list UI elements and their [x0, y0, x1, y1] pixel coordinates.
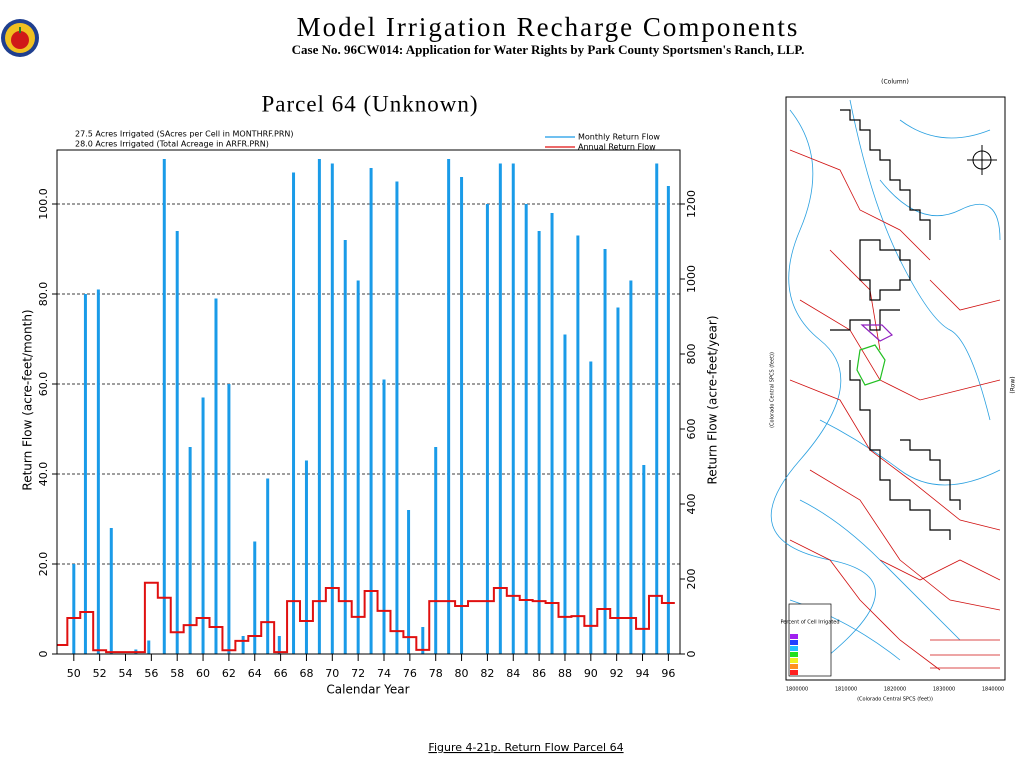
y2-tick-label: 600	[685, 419, 698, 440]
y2-tick-label: 0	[685, 651, 698, 658]
x-tick-label: 74	[377, 667, 391, 680]
y-tick-label: 60.0	[37, 372, 50, 397]
map-tick-label: 1840000	[982, 687, 1004, 693]
x-tick-label: 72	[351, 667, 365, 680]
y2-axis-label: Return Flow (acre-feet/year)	[706, 315, 720, 484]
x-tick-label: 78	[429, 667, 443, 680]
y-tick-label: 20.0	[37, 552, 50, 577]
legend-label: Annual Return Flow	[578, 143, 656, 152]
map-tick-label: 1820000	[884, 687, 906, 693]
plot-frame	[56, 149, 681, 655]
x-tick-label: 58	[170, 667, 184, 680]
y-axis-label: Return Flow (acre-feet/month)	[21, 309, 35, 490]
x-tick-label: 90	[584, 667, 598, 680]
x-tick-label: 50	[67, 667, 81, 680]
map-bottom-ticks: 1800000 1810000 1820000 1830000 1840000	[786, 687, 1004, 693]
x-axis-label: Calendar Year	[326, 683, 409, 697]
x-tick-label: 54	[119, 667, 133, 680]
x-tick-label: 64	[248, 667, 262, 680]
x-tick-label: 56	[144, 667, 158, 680]
y-tick-label: 40.0	[37, 462, 50, 487]
y2-tick-label: 800	[685, 344, 698, 365]
x-tick-label: 88	[558, 667, 572, 680]
map-axis-label: (Colorado Central SPCS (feet))	[857, 697, 933, 703]
page-title: Model Irrigation Recharge Components	[297, 12, 800, 42]
x-tick-label: 84	[506, 667, 520, 680]
x-tick-label: 66	[274, 667, 288, 680]
map-legend-title: Percent of Cell Irrigated	[780, 620, 839, 626]
annotation: 28.0 Acres Irrigated (Total Acreage in A…	[75, 140, 269, 149]
annual-step-line	[57, 581, 675, 654]
annotation: 27.5 Acres Irrigated (SAcres per Cell in…	[75, 130, 294, 139]
plot: 0 20.0 40.0 60.0 80.0 100.0 0 200 400 600 800 1000 1…	[37, 133, 698, 681]
x-tick-label: 76	[403, 667, 417, 680]
map-row-label: (Row)	[1010, 376, 1017, 393]
y2-tick-label: 1200	[685, 190, 698, 218]
map-legend-swatches	[790, 634, 798, 675]
map-column-label: (Column)	[881, 79, 909, 86]
map-tick-label: 1800000	[786, 687, 808, 693]
y-tick-label: 100.0	[37, 188, 50, 220]
legend-label: Monthly Return Flow	[578, 133, 660, 142]
chart-title: Parcel 64 (Unknown)	[261, 91, 478, 116]
x-tick-label: 96	[661, 667, 675, 680]
x-tick-label: 52	[93, 667, 107, 680]
logo	[1, 19, 39, 57]
x-tick-label: 82	[480, 667, 494, 680]
x-tick-label: 70	[325, 667, 339, 680]
page-subtitle: Case No. 96CW014: Application for Water …	[292, 42, 805, 57]
y2-tick-label: 400	[685, 494, 698, 515]
y2-tick-label: 1000	[685, 265, 698, 293]
x-tick-label: 62	[222, 667, 236, 680]
map-tick-label: 1810000	[835, 687, 857, 693]
x-tick-label: 86	[532, 667, 546, 680]
figure-caption: Figure 4-21p. Return Flow Parcel 64	[428, 741, 623, 754]
x-tick-label: 68	[299, 667, 313, 680]
x-tick-label: 60	[196, 667, 210, 680]
map-axis-label: (Colorado Central SPCS (feet))	[770, 352, 776, 428]
y2-tick-label: 200	[685, 569, 698, 590]
x-tick-label: 80	[455, 667, 469, 680]
x-tick-label: 94	[636, 667, 650, 680]
map-tick-label: 1830000	[933, 687, 955, 693]
map: Percent of Cell Irrigated (Column) (Colo…	[770, 79, 1017, 703]
y-tick-label: 80.0	[37, 282, 50, 307]
y-tick-label: 0	[37, 651, 50, 658]
x-tick-label: 92	[610, 667, 624, 680]
